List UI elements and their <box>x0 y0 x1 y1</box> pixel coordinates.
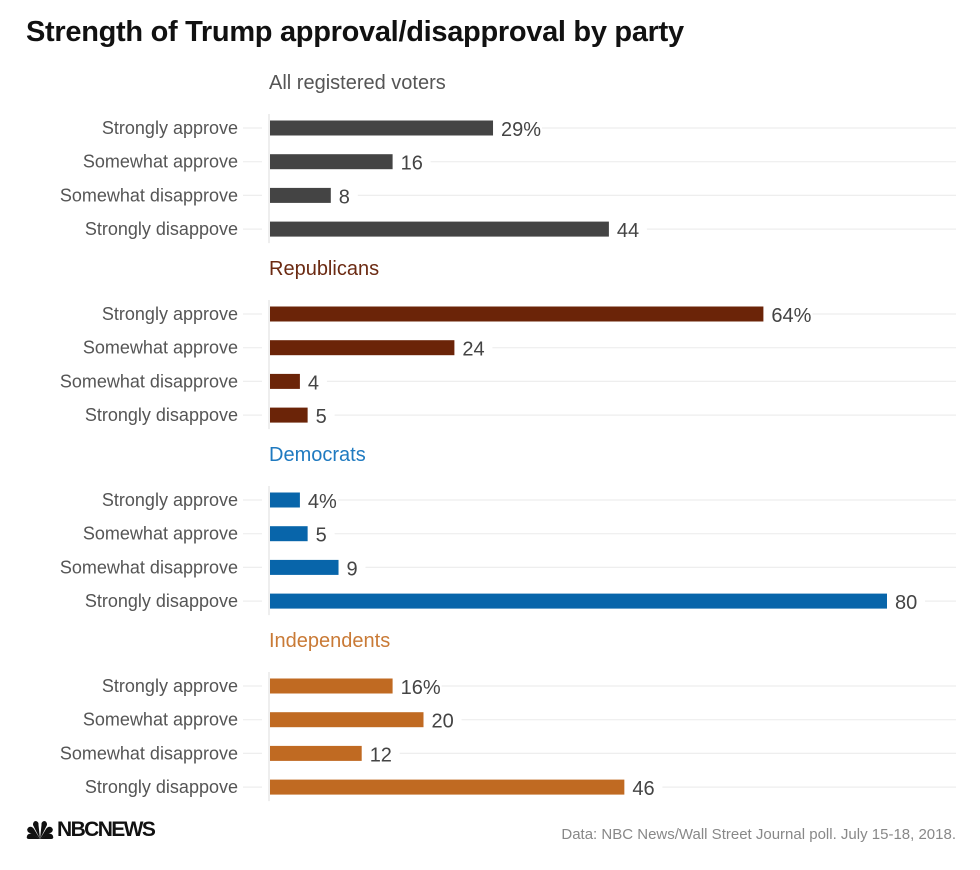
bar <box>270 678 393 694</box>
category-label: Strongly approve <box>102 118 238 138</box>
bar <box>270 559 339 575</box>
bar <box>270 154 393 170</box>
category-label: Somewhat approve <box>83 524 238 544</box>
data-label: 9 <box>347 558 358 580</box>
peacock-icon <box>26 821 54 839</box>
data-label: 44 <box>617 220 639 242</box>
data-label: 24 <box>462 339 484 361</box>
data-label: 5 <box>316 406 327 428</box>
bar <box>270 306 764 322</box>
category-label: Strongly disappove <box>85 405 238 425</box>
bar <box>270 712 424 728</box>
group-label: All registered voters <box>269 72 446 94</box>
bar <box>270 526 308 542</box>
data-label: 46 <box>632 778 654 800</box>
data-label: 4 <box>308 372 319 394</box>
logo-text: NBCNEWS <box>57 818 156 841</box>
bar <box>270 492 300 508</box>
data-label: 5 <box>316 525 327 547</box>
group-label: Independents <box>269 630 390 652</box>
category-label: Somewhat approve <box>83 710 238 730</box>
data-label: 20 <box>432 711 454 733</box>
data-label: 80 <box>895 592 917 614</box>
bar <box>270 340 455 356</box>
data-label: 29% <box>501 119 541 141</box>
category-label: Somewhat disapprove <box>60 185 238 205</box>
bar <box>270 120 494 136</box>
data-label: 12 <box>370 744 392 766</box>
source-note: Data: NBC News/Wall Street Journal poll.… <box>561 826 956 843</box>
category-label: Strongly disappove <box>85 219 238 239</box>
bar <box>270 373 300 389</box>
category-label: Strongly disappove <box>85 591 238 611</box>
bar <box>270 593 887 609</box>
category-label: Somewhat disapprove <box>60 557 238 577</box>
category-label: Somewhat disapprove <box>60 371 238 391</box>
category-label: Somewhat approve <box>83 338 238 358</box>
data-label: 4% <box>308 491 337 513</box>
category-label: Strongly approve <box>102 490 238 510</box>
nbc-news-logo: NBCNEWS <box>26 818 156 842</box>
group-label: Democrats <box>269 444 366 466</box>
category-label: Somewhat approve <box>83 152 238 172</box>
bar <box>270 187 331 203</box>
category-label: Strongly approve <box>102 676 238 696</box>
data-label: 16 <box>401 153 423 175</box>
category-label: Somewhat disapprove <box>60 743 238 763</box>
group-label: Republicans <box>269 258 379 280</box>
data-label: 64% <box>771 305 811 327</box>
bar <box>270 779 625 795</box>
category-label: Strongly approve <box>102 304 238 324</box>
bar <box>270 745 362 761</box>
data-label: 16% <box>401 677 441 699</box>
bar <box>270 407 308 423</box>
category-label: Strongly disappove <box>85 777 238 797</box>
data-label: 8 <box>339 186 350 208</box>
chart-title: Strength of Trump approval/disapproval b… <box>26 16 684 48</box>
bar <box>270 221 609 237</box>
